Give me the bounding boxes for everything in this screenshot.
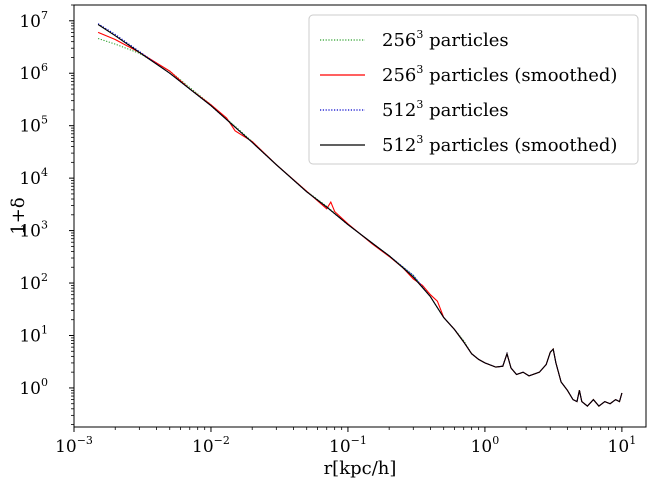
legend-label-suffix-2: particles xyxy=(423,100,508,121)
x-tick-label-3: 100 xyxy=(471,434,500,457)
x-tick-exp-3: 0 xyxy=(492,434,499,447)
y-tick-exp-2: 2 xyxy=(41,271,48,284)
legend-label-1: 2563 particles (smoothed) xyxy=(382,63,617,86)
x-tick-exp-0: −3 xyxy=(77,434,93,447)
x-tick-exp-1: −2 xyxy=(214,434,230,447)
x-tick-base-4: 10 xyxy=(608,437,630,457)
x-tick-label-1: 10−2 xyxy=(192,434,230,457)
legend-label-base-1: 256 xyxy=(382,65,416,86)
x-axis-ticks: 10−3 10−2 10−1 100 101 xyxy=(55,427,636,457)
legend-box xyxy=(308,14,639,165)
legend-label-suffix-0: particles xyxy=(423,30,508,51)
y-tick-base-1: 10 xyxy=(19,326,41,346)
y-tick-base-0: 10 xyxy=(19,379,41,399)
x-tick-base-1: 10 xyxy=(192,437,214,457)
y-tick-label-5: 105 xyxy=(19,114,48,137)
y-tick-label-4: 104 xyxy=(19,166,48,189)
legend-label-exp-3: 3 xyxy=(416,133,423,146)
y-tick-label-1: 101 xyxy=(19,323,48,346)
legend-label-base-3: 512 xyxy=(382,135,416,156)
legend-label-2: 5123 particles xyxy=(382,98,509,121)
y-tick-exp-6: 6 xyxy=(41,61,48,74)
y-tick-exp-7: 7 xyxy=(41,9,48,22)
legend-label-exp-1: 3 xyxy=(416,63,423,76)
axes-frame xyxy=(73,4,647,428)
legend-label-base-2: 512 xyxy=(382,100,416,121)
x-tick-base-2: 10 xyxy=(329,437,351,457)
y-tick-label-7: 107 xyxy=(19,9,48,32)
y-tick-exp-3: 3 xyxy=(41,219,48,232)
y-tick-exp-4: 4 xyxy=(41,166,48,179)
y-tick-base-7: 10 xyxy=(19,12,41,32)
y-tick-exp-0: 0 xyxy=(41,376,48,389)
y-tick-label-6: 106 xyxy=(19,61,48,84)
legend-label-3: 5123 particles (smoothed) xyxy=(382,133,617,156)
y-tick-base-4: 10 xyxy=(19,169,41,189)
y-tick-base-6: 10 xyxy=(19,64,41,84)
legend-label-base-0: 256 xyxy=(382,30,416,51)
y-tick-exp-1: 1 xyxy=(41,323,48,336)
x-tick-label-0: 10−3 xyxy=(55,434,93,457)
x-tick-label-4: 101 xyxy=(608,434,637,457)
y-tick-base-2: 10 xyxy=(19,274,41,294)
y-tick-label-0: 100 xyxy=(19,376,48,399)
x-tick-label-2: 10−1 xyxy=(329,434,367,457)
series-line-3 xyxy=(97,24,623,407)
x-axis-label: r[kpc/h] xyxy=(324,458,397,479)
x-tick-base-0: 10 xyxy=(55,437,77,457)
y-tick-label-3: 103 xyxy=(19,219,48,242)
y-tick-base-5: 10 xyxy=(19,117,41,137)
legend-label-suffix-1: particles (smoothed) xyxy=(423,65,617,86)
x-tick-base-3: 10 xyxy=(471,437,493,457)
x-tick-exp-2: −1 xyxy=(351,434,367,447)
legend-label-exp-0: 3 xyxy=(416,28,423,41)
y-tick-base-3: 10 xyxy=(19,222,41,242)
y-tick-label-2: 102 xyxy=(19,271,48,294)
x-tick-exp-4: 1 xyxy=(629,434,636,447)
series-layer xyxy=(97,23,623,407)
legend-label-0: 2563 particles xyxy=(382,28,509,51)
legend-label-suffix-3: particles (smoothed) xyxy=(423,135,617,156)
y-tick-exp-5: 5 xyxy=(41,114,48,127)
y-axis-label: 1+δ xyxy=(8,197,29,234)
legend-label-exp-2: 3 xyxy=(416,98,423,111)
